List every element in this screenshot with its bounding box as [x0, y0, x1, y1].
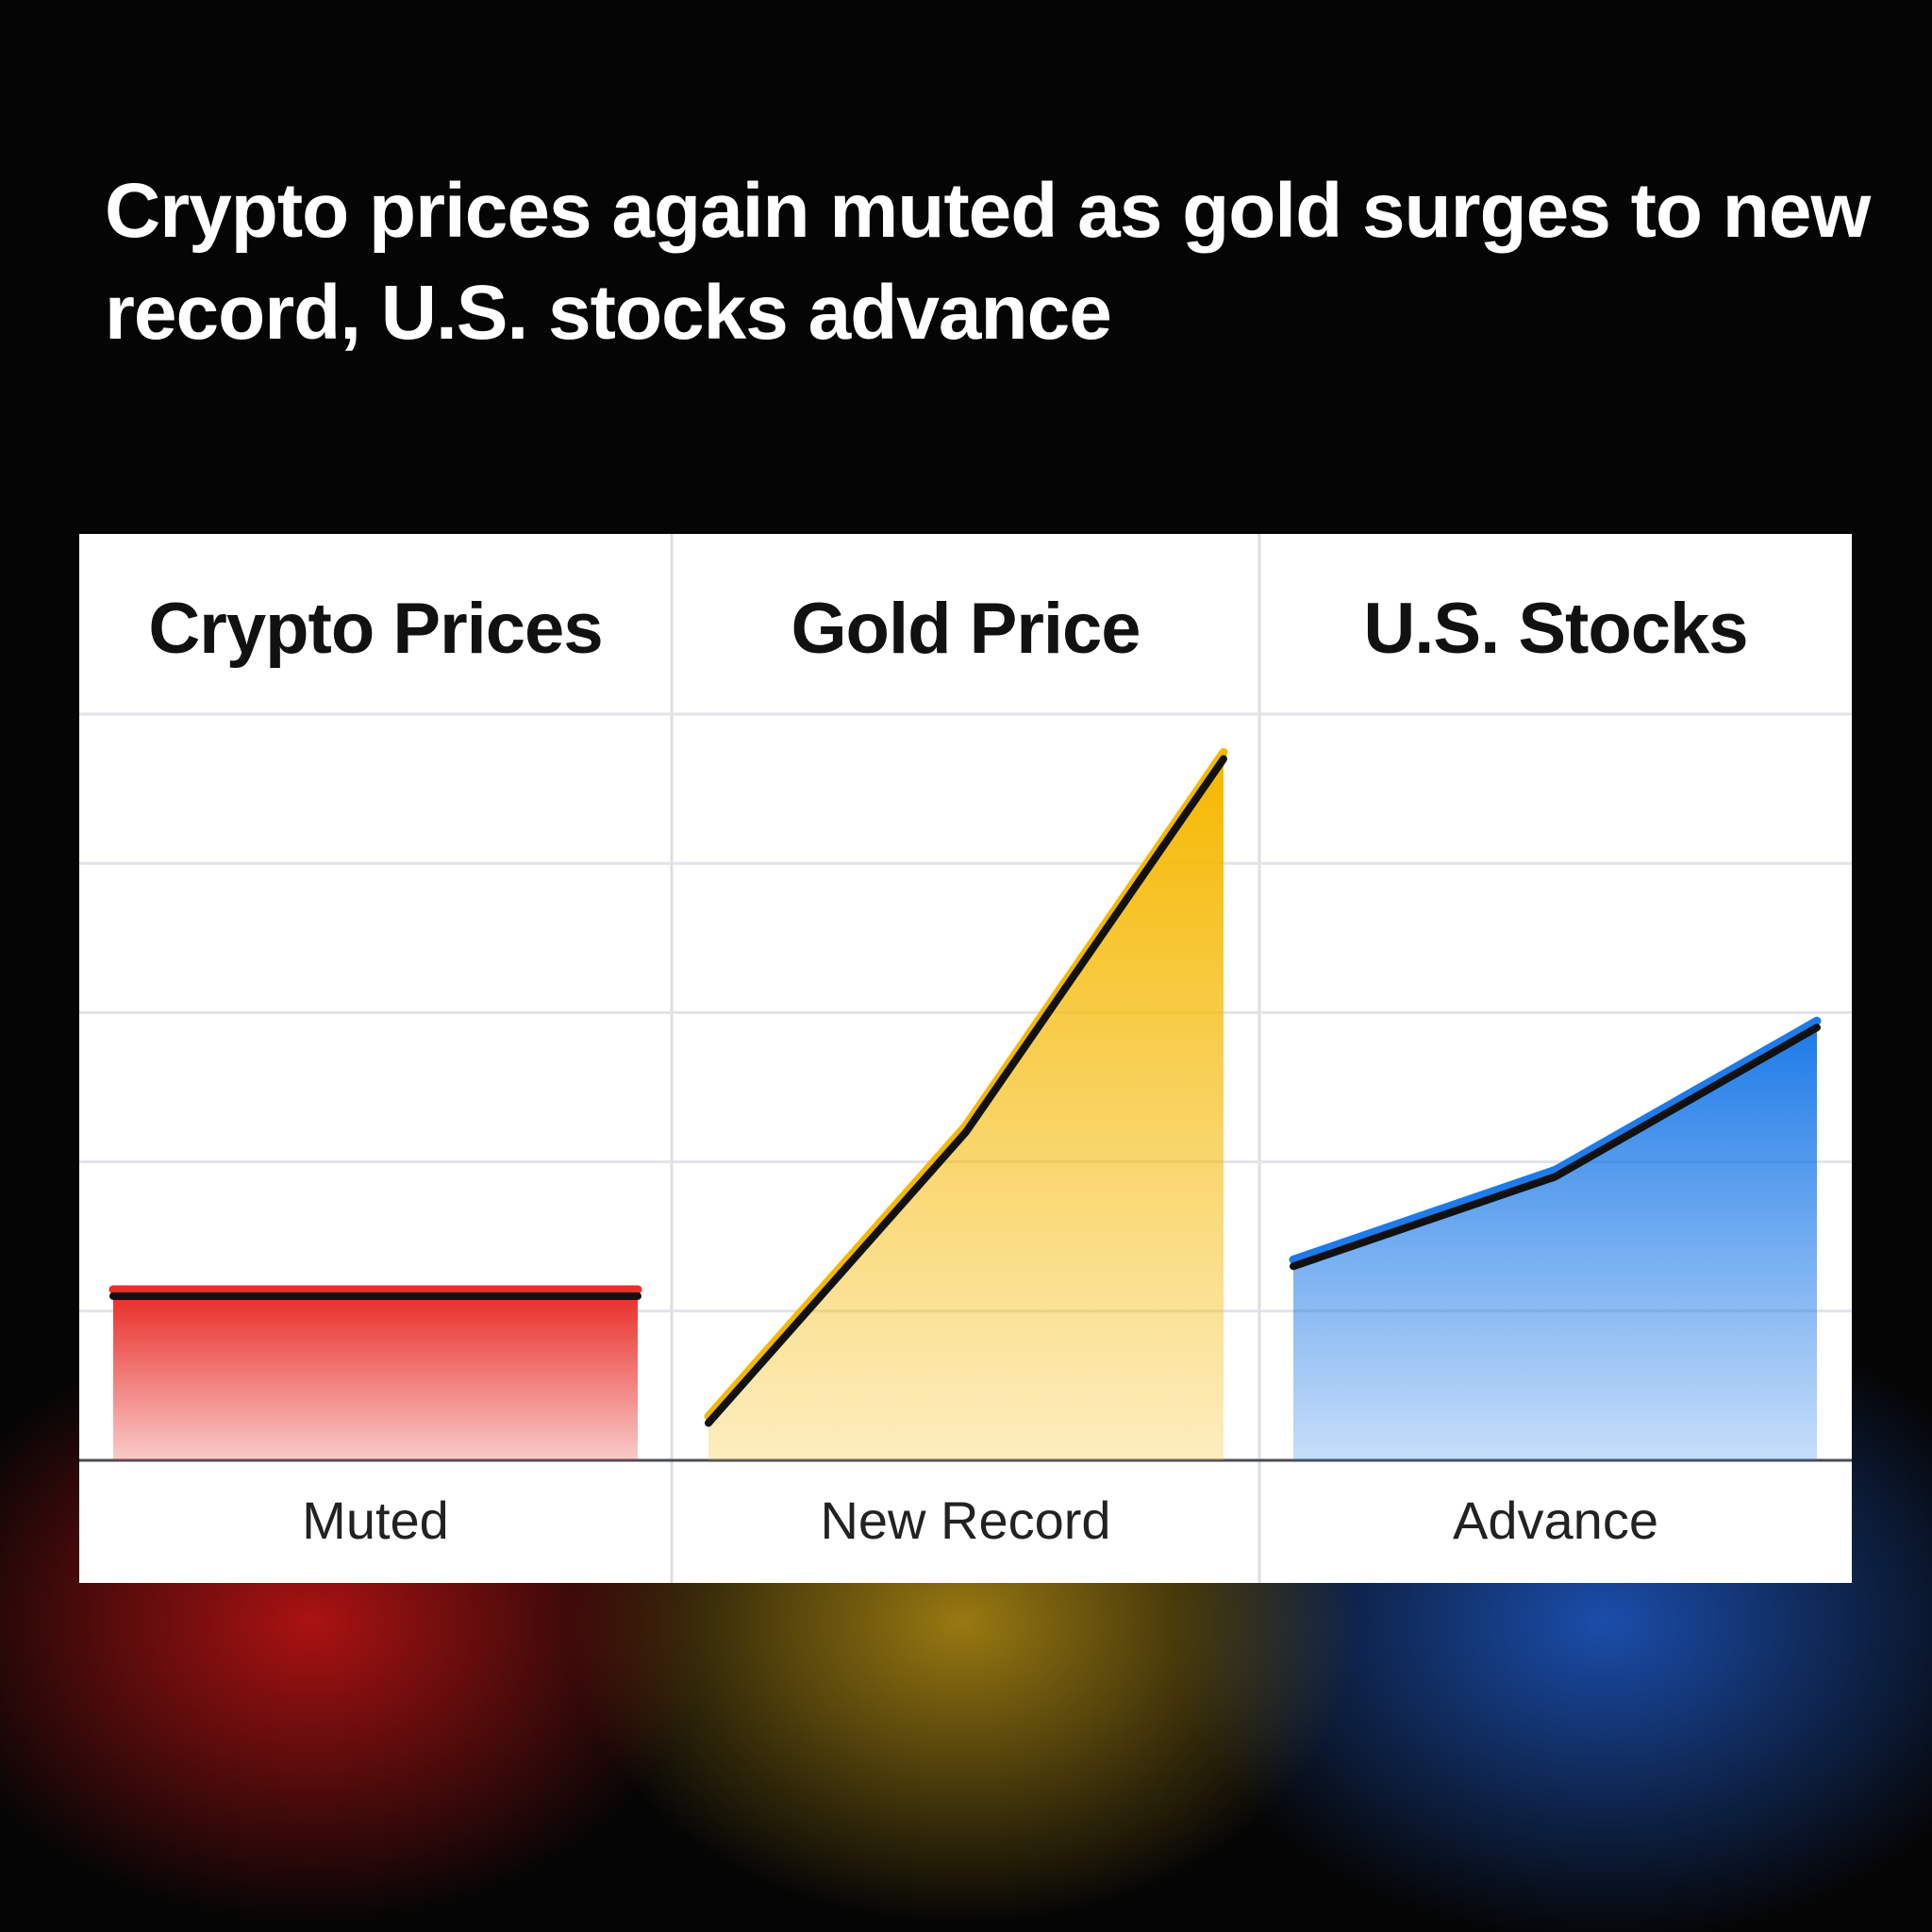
area [113, 1295, 638, 1460]
caption: New Record [820, 1491, 1110, 1550]
caption: Advance [1453, 1491, 1658, 1550]
line [705, 755, 1227, 1427]
headline: Crypto prices again muted as gold surges… [105, 168, 1871, 356]
area [1293, 1027, 1817, 1460]
area-edge [1289, 1016, 1822, 1264]
chart-title: Crypto Prices [148, 589, 602, 669]
chart-title: Gold Price [791, 589, 1140, 669]
chart-title: U.S. Stocks [1363, 589, 1747, 669]
line [1290, 1024, 1821, 1271]
caption: Muted [302, 1491, 449, 1550]
area [708, 758, 1224, 1460]
